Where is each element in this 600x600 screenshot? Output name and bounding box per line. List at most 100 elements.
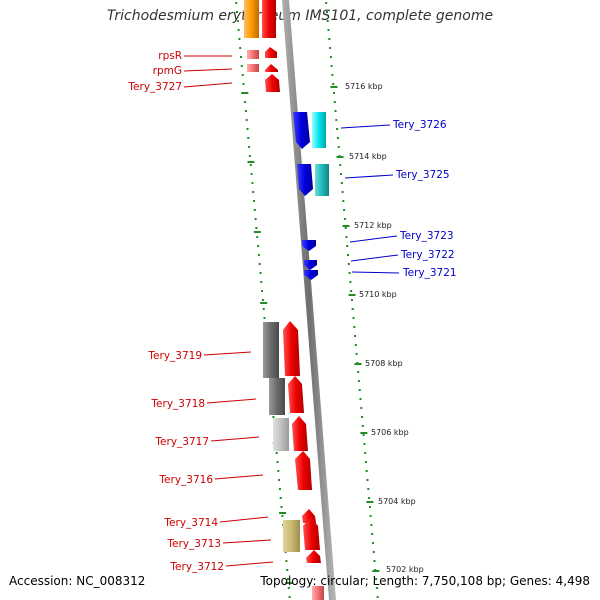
tick-dot — [244, 110, 247, 112]
tick-dot — [334, 110, 337, 112]
tick-dot — [340, 173, 342, 175]
major-tick-left — [241, 92, 249, 94]
major-tick-right — [354, 363, 362, 365]
tick-dot — [253, 200, 255, 202]
tick-dot — [330, 65, 333, 67]
gene-Tery_3725-arrow — [297, 164, 313, 196]
leader-Tery_3721 — [351, 271, 400, 274]
tick-dot — [340, 182, 343, 184]
tick-dot — [341, 191, 344, 193]
tick-dot — [286, 569, 289, 571]
leader-Tery_3719 — [203, 351, 252, 356]
tick-dot — [279, 497, 282, 499]
tick-dot — [261, 290, 264, 292]
tick-dot — [253, 209, 256, 211]
tick-dot — [349, 281, 352, 283]
tick-dot — [359, 398, 362, 400]
gene-label-Tery_3718: Tery_3718 — [150, 398, 205, 410]
tick-dot — [345, 236, 348, 238]
tick-dot — [278, 488, 281, 490]
scale-label-5712: 5712 kbp — [354, 221, 392, 230]
scale-label-5714: 5714 kbp — [349, 152, 387, 161]
tick-dot — [361, 425, 364, 427]
gene-Tery_3727-arrow — [265, 74, 280, 92]
major-tick-left — [285, 582, 293, 584]
leader-Tery_3712 — [225, 561, 274, 567]
gene-label-Tery_3722: Tery_3722 — [400, 249, 455, 261]
gene-label-Tery_3727: Tery_3727 — [127, 81, 182, 93]
gene-Tery_3725-box — [315, 164, 329, 196]
leader-Tery_3727 — [183, 82, 233, 88]
tick-dot — [337, 146, 340, 148]
scale-label-5710: 5710 kbp — [359, 290, 397, 299]
tick-dot — [238, 38, 241, 40]
tick-dot — [358, 389, 361, 391]
tick-dot — [357, 371, 360, 373]
tick-dot — [236, 20, 239, 22]
tick-dot — [277, 470, 280, 472]
tick-dot — [247, 137, 250, 139]
major-tick-right — [336, 156, 344, 158]
gene-Tery_3717-box — [273, 418, 289, 451]
major-tick-right — [366, 501, 374, 503]
tick-dot — [240, 56, 242, 58]
tick-dot — [365, 461, 367, 463]
tick-dot — [355, 353, 358, 355]
tick-dot — [347, 254, 349, 256]
genome-summary-text: Topology: circular; Length: 7,750,108 bp… — [260, 574, 590, 588]
tick-dot — [258, 263, 261, 265]
tick-dot — [357, 380, 360, 382]
red-feature-top — [262, 0, 276, 38]
tick-dot — [285, 560, 288, 562]
tick-dot — [239, 47, 242, 49]
tick-dot — [350, 290, 353, 292]
tick-dot — [335, 119, 338, 121]
tick-dot — [333, 101, 336, 103]
leader-Tery_3717 — [210, 436, 260, 442]
tick-dot — [336, 128, 339, 130]
tick-dot — [240, 65, 243, 67]
major-tick-left — [260, 302, 268, 304]
right-gene-labels: Tery_3726 Tery_3725 Tery_3723 Tery_3722 … — [392, 119, 457, 279]
gene-label-Tery_3723: Tery_3723 — [399, 230, 454, 242]
scale-label-5706: 5706 kbp — [371, 428, 409, 437]
tick-dot — [260, 281, 263, 283]
gene-label-Tery_3719: Tery_3719 — [147, 350, 202, 362]
tick-dot — [370, 524, 373, 526]
gene-label-rpmG: rpmG — [153, 65, 182, 77]
gene-rpsR-box — [247, 50, 259, 59]
scale-label-5704: 5704 kbp — [378, 497, 416, 506]
tick-dot — [367, 488, 370, 490]
left-leader-lines — [183, 55, 274, 567]
tick-dot — [375, 587, 378, 589]
gene-Tery_3726-box — [312, 112, 326, 148]
tick-dot — [368, 506, 371, 508]
tick-dot — [249, 164, 252, 166]
tick-dot — [375, 578, 378, 580]
gene-label-Tery_3721: Tery_3721 — [402, 267, 457, 279]
tick-dot — [329, 47, 332, 49]
gene-Tery_3712-arrow — [306, 550, 321, 563]
tick-dot — [368, 497, 371, 499]
tick-dot — [248, 146, 251, 148]
tick-dot — [281, 515, 284, 517]
tick-dot — [346, 245, 349, 247]
tick-dot — [252, 191, 255, 193]
gene-Tery_3723-arrow — [302, 240, 316, 251]
scale-label-5708: 5708 kbp — [365, 359, 403, 368]
gene-rpsR-arrow — [265, 47, 277, 58]
leader-Tery_3726 — [340, 124, 391, 129]
orange-feature — [244, 0, 259, 38]
red-feature-bottom — [312, 586, 324, 600]
tick-dot — [259, 272, 262, 274]
major-tick-left — [253, 231, 261, 233]
tick-dot — [352, 317, 355, 319]
major-tick-right — [372, 570, 380, 572]
tick-dot — [257, 245, 260, 247]
tick-dot — [250, 173, 253, 175]
tick-dot — [241, 74, 244, 76]
accession-text: Accession: NC_008312 — [9, 574, 146, 588]
tick-dot — [344, 227, 347, 229]
tick-dot — [246, 128, 249, 130]
tick-dot — [372, 551, 375, 553]
